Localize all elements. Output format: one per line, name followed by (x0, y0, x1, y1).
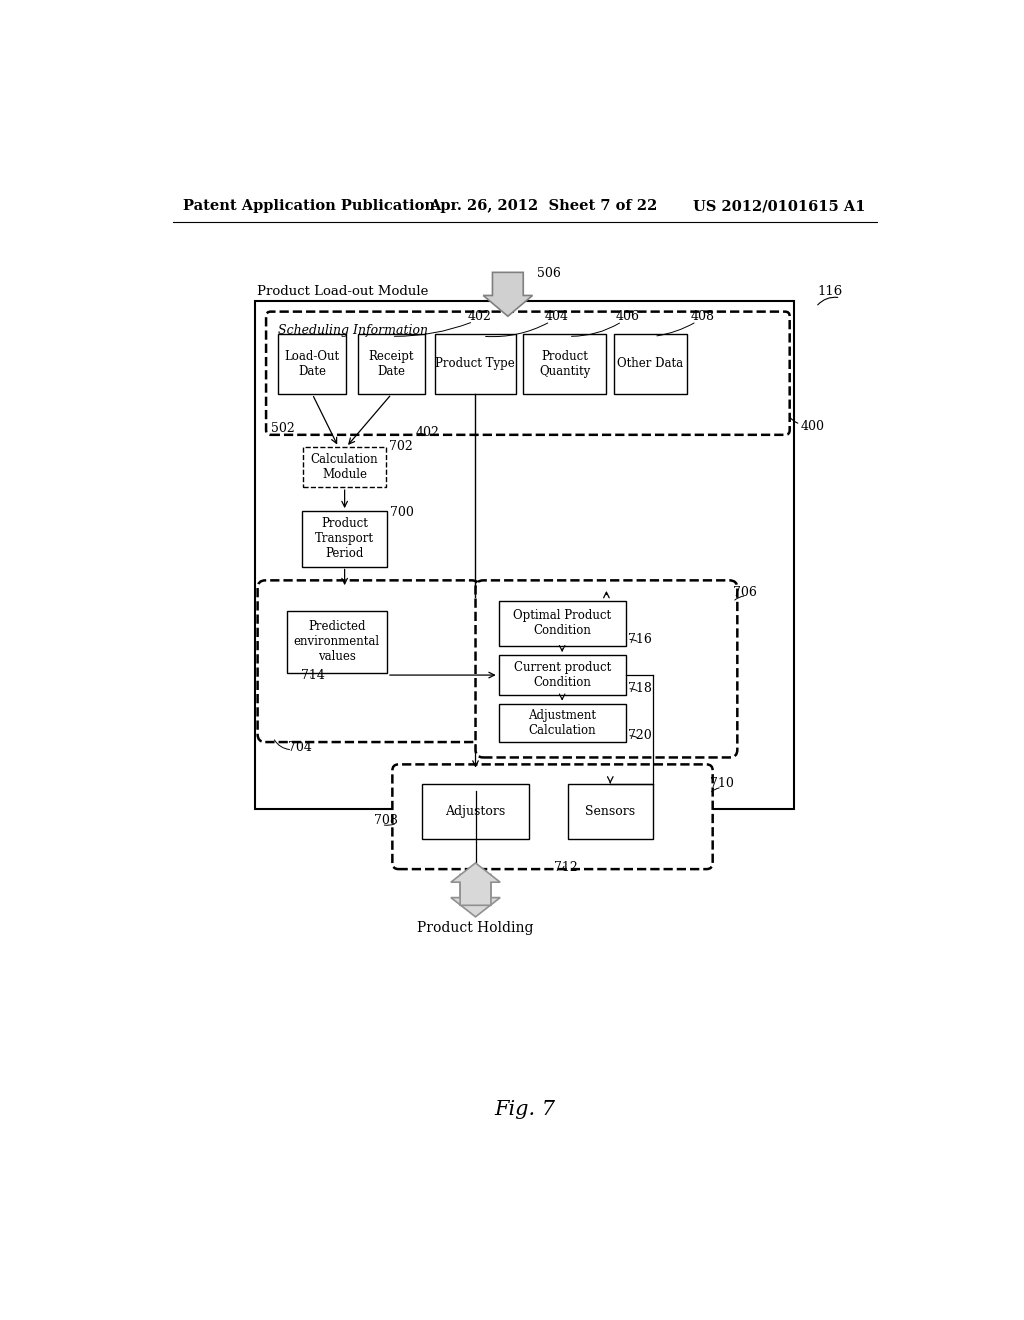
Text: Adjustment
Calculation: Adjustment Calculation (528, 709, 596, 737)
Text: 406: 406 (615, 310, 640, 323)
Text: Optimal Product
Condition: Optimal Product Condition (513, 610, 611, 638)
Text: Predicted
environmental
values: Predicted environmental values (294, 620, 380, 664)
Text: Fig. 7: Fig. 7 (495, 1100, 555, 1119)
FancyBboxPatch shape (392, 764, 713, 869)
Text: Product Type: Product Type (435, 358, 515, 371)
Text: 716: 716 (628, 632, 652, 645)
FancyBboxPatch shape (287, 611, 387, 673)
Text: Product
Transport
Period: Product Transport Period (315, 517, 374, 560)
Text: 718: 718 (628, 682, 652, 696)
Text: 700: 700 (390, 506, 414, 519)
Text: Product
Quantity: Product Quantity (540, 350, 591, 378)
Text: 402: 402 (468, 310, 492, 323)
FancyBboxPatch shape (279, 334, 346, 395)
FancyBboxPatch shape (499, 655, 626, 696)
Text: Other Data: Other Data (617, 358, 683, 371)
Text: US 2012/0101615 A1: US 2012/0101615 A1 (692, 199, 865, 213)
FancyBboxPatch shape (266, 312, 790, 434)
FancyBboxPatch shape (303, 447, 386, 487)
Text: 116: 116 (817, 285, 843, 298)
Text: 408: 408 (691, 310, 715, 323)
FancyBboxPatch shape (357, 334, 425, 395)
Text: Adjustors: Adjustors (445, 805, 506, 818)
Text: 704: 704 (289, 742, 312, 754)
Polygon shape (483, 272, 532, 317)
FancyBboxPatch shape (499, 601, 626, 645)
Text: Load-Out
Date: Load-Out Date (285, 350, 340, 378)
Text: 714: 714 (301, 669, 325, 682)
Text: 404: 404 (545, 310, 568, 323)
Text: 400: 400 (801, 420, 824, 433)
FancyBboxPatch shape (422, 784, 529, 840)
Text: Product Load-out Module: Product Load-out Module (257, 285, 428, 298)
Text: Apr. 26, 2012  Sheet 7 of 22: Apr. 26, 2012 Sheet 7 of 22 (429, 199, 657, 213)
FancyBboxPatch shape (302, 511, 387, 566)
Text: Product Holding: Product Holding (417, 921, 534, 935)
Text: Scheduling Information: Scheduling Information (279, 323, 428, 337)
FancyBboxPatch shape (475, 581, 737, 758)
Text: Sensors: Sensors (585, 805, 635, 818)
Text: Current product
Condition: Current product Condition (513, 661, 610, 689)
Text: 706: 706 (733, 586, 758, 599)
Polygon shape (451, 863, 500, 906)
FancyBboxPatch shape (255, 301, 795, 809)
Text: 402: 402 (416, 425, 439, 438)
FancyBboxPatch shape (614, 334, 686, 395)
FancyBboxPatch shape (258, 581, 479, 742)
Text: 708: 708 (374, 814, 397, 828)
Text: 702: 702 (389, 441, 413, 453)
Text: Calculation
Module: Calculation Module (311, 453, 379, 482)
FancyBboxPatch shape (499, 704, 626, 742)
Text: 506: 506 (538, 268, 561, 280)
Text: 710: 710 (711, 777, 734, 791)
FancyBboxPatch shape (435, 334, 515, 395)
Text: 502: 502 (270, 422, 295, 434)
Polygon shape (451, 875, 500, 917)
Text: Patent Application Publication: Patent Application Publication (183, 199, 435, 213)
Text: 712: 712 (554, 861, 579, 874)
FancyBboxPatch shape (523, 334, 606, 395)
FancyBboxPatch shape (568, 784, 652, 840)
Text: 720: 720 (628, 729, 651, 742)
Text: Receipt
Date: Receipt Date (369, 350, 415, 378)
